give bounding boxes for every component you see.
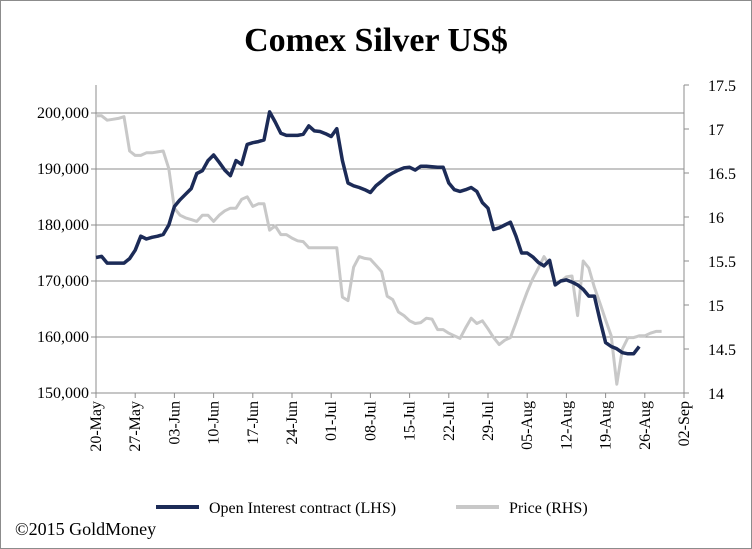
right-tick-label: 15 — [708, 298, 724, 315]
left-tick-label: 200,000 — [37, 105, 89, 122]
chart-title: Comex Silver US$ — [244, 22, 508, 59]
x-tick-label: 26-Aug — [637, 401, 654, 450]
x-tick-label: 22-Jul — [441, 400, 458, 441]
x-tick-label: 17-Jun — [245, 401, 262, 445]
left-axis-ticks: 150,000 160,000 170,000 180,000 190,000 200,0… — [37, 105, 96, 402]
x-tick-label: 03-Jun — [166, 401, 183, 445]
left-tick-label: 160,000 — [37, 329, 89, 346]
series-lines — [95, 110, 662, 386]
x-tick-label: 01-Jul — [323, 400, 340, 441]
x-tick-label: 15-Jul — [402, 400, 419, 441]
gridlines — [96, 112, 684, 338]
x-tick-label: 20-May — [88, 401, 105, 452]
left-tick-label: 170,000 — [37, 273, 89, 290]
x-tick-label: 29-Jul — [480, 400, 497, 441]
right-tick-label: 17 — [708, 122, 724, 139]
series-line-price — [96, 114, 662, 386]
left-tick-label: 190,000 — [37, 161, 89, 178]
legend: Open Interest contract (LHS) Price (RHS) — [156, 500, 588, 517]
x-tick-label: 08-Jul — [362, 400, 379, 441]
right-tick-label: 17.5 — [708, 78, 736, 95]
x-tick-label: 02-Sep — [676, 401, 693, 446]
right-tick-label: 15.5 — [708, 254, 736, 271]
right-tick-label: 16 — [708, 210, 724, 227]
x-tick-label: 12-Aug — [558, 401, 575, 450]
axes — [95, 85, 685, 394]
right-axis-ticks: 14 14.5 15 15.5 16 16.5 17 17.5 — [684, 78, 736, 403]
right-tick-label: 14 — [708, 386, 724, 403]
right-tick-label: 16.5 — [708, 166, 736, 183]
right-tick-label: 14.5 — [708, 342, 736, 359]
legend-label-open-interest: Open Interest contract (LHS) — [209, 500, 396, 517]
left-tick-label: 150,000 — [37, 385, 89, 402]
x-axis-ticks: 20-May 27-May 03-Jun 10-Jun 17-Jun 24-Jun 01-J… — [88, 393, 693, 452]
x-tick-label: 24-Jun — [284, 401, 301, 445]
x-tick-label: 19-Aug — [598, 401, 615, 450]
copyright-footer: ©2015 GoldMoney — [15, 519, 156, 539]
x-tick-label: 27-May — [127, 401, 144, 452]
legend-label-price: Price (RHS) — [509, 500, 588, 517]
series-line-open-interest — [95, 110, 641, 356]
left-tick-label: 180,000 — [37, 217, 89, 234]
x-tick-label: 05-Aug — [519, 401, 536, 450]
x-tick-label: 10-Jun — [206, 401, 223, 445]
